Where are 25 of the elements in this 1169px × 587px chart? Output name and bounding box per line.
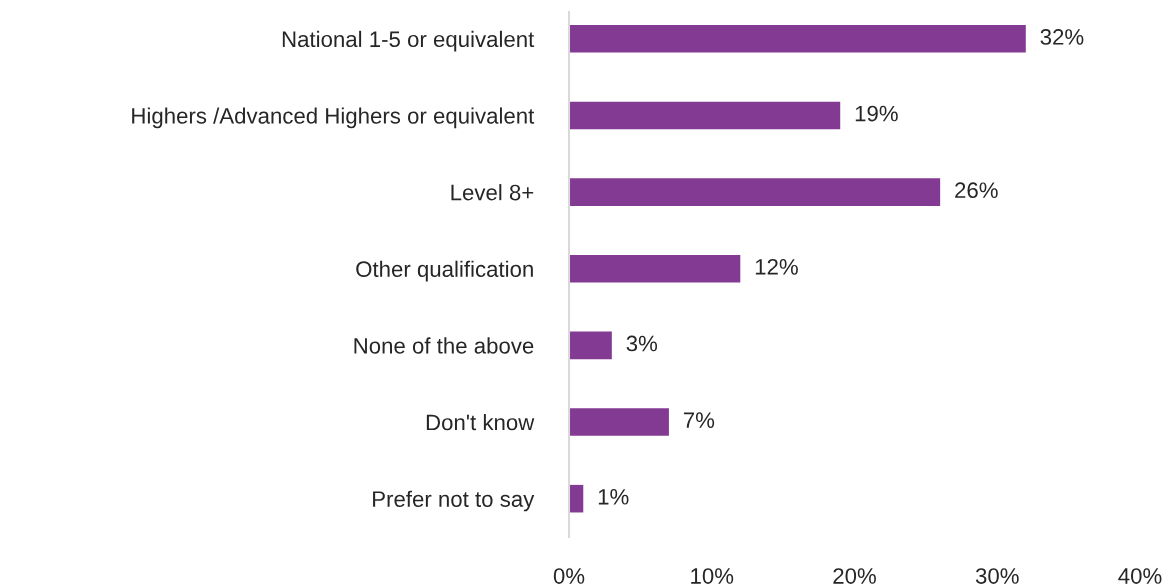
data-label: 7% [683, 412, 715, 428]
bar [569, 331, 612, 360]
y-tick-label: Other qualification [356, 260, 533, 282]
x-tick-label: 40% [1118, 568, 1162, 584]
x-tick-label: 20% [833, 568, 876, 584]
y-tick-label: Don't know [426, 413, 535, 431]
x-tick-label: 30% [975, 568, 1019, 584]
y-tick-label: Prefer not to say [373, 490, 535, 512]
data-label: 1% [598, 489, 629, 505]
data-label: 19% [855, 105, 898, 122]
data-label: 12% [755, 258, 798, 275]
x-tick-label: 10% [691, 568, 734, 584]
bar [569, 254, 741, 283]
bar [569, 178, 941, 206]
bar [569, 408, 669, 436]
bar [569, 101, 841, 130]
y-tick-label: Level 8+ [451, 184, 534, 201]
data-label: 32% [1040, 29, 1084, 45]
y-tick-label: None of the above [354, 337, 534, 354]
data-label: 26% [955, 182, 998, 199]
bar [569, 25, 1026, 53]
y-tick-label: National 1-5 or equivalent [282, 30, 535, 52]
y-tick-label: Highers /Advanced Highers or equivalent [132, 107, 535, 129]
x-tick-label: 0% [553, 568, 585, 584]
data-label: 3% [626, 335, 658, 352]
